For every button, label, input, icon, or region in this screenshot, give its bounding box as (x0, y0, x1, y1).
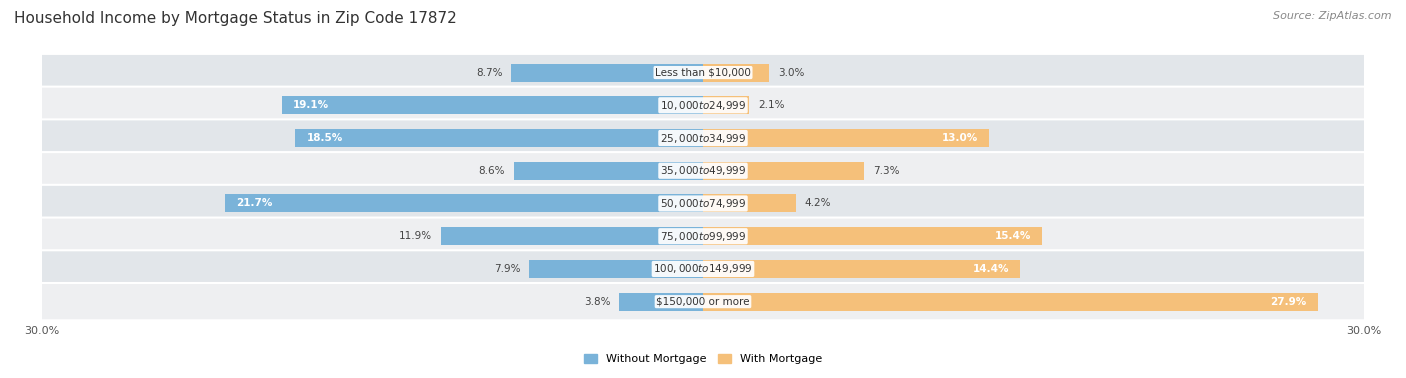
Bar (283, 96, 703, 114)
Bar (703, 293, 1317, 311)
Text: 11.9%: 11.9% (399, 231, 432, 241)
Text: 3.8%: 3.8% (583, 297, 610, 307)
Bar (513, 162, 703, 180)
Text: Less than $10,000: Less than $10,000 (655, 68, 751, 77)
FancyBboxPatch shape (39, 152, 1367, 189)
Bar (703, 162, 863, 180)
Text: 3.0%: 3.0% (778, 68, 804, 77)
Bar (619, 293, 703, 311)
Text: 13.0%: 13.0% (942, 133, 979, 143)
Bar (295, 129, 703, 147)
Bar (703, 227, 1042, 245)
Text: $10,000 to $24,999: $10,000 to $24,999 (659, 99, 747, 112)
Text: $25,000 to $34,999: $25,000 to $34,999 (659, 132, 747, 144)
Bar (703, 194, 796, 212)
Text: 14.4%: 14.4% (973, 264, 1010, 274)
Text: 8.7%: 8.7% (477, 68, 502, 77)
Text: Household Income by Mortgage Status in Zip Code 17872: Household Income by Mortgage Status in Z… (14, 11, 457, 26)
FancyBboxPatch shape (39, 87, 1367, 124)
FancyBboxPatch shape (39, 119, 1367, 156)
Text: 21.7%: 21.7% (236, 198, 273, 209)
Bar (703, 260, 1021, 278)
Text: 18.5%: 18.5% (307, 133, 343, 143)
Bar (529, 260, 703, 278)
Text: $150,000 or more: $150,000 or more (657, 297, 749, 307)
Bar (225, 194, 703, 212)
Text: 27.9%: 27.9% (1270, 297, 1306, 307)
Text: $50,000 to $74,999: $50,000 to $74,999 (659, 197, 747, 210)
Text: 7.3%: 7.3% (873, 166, 898, 176)
Bar (703, 64, 769, 82)
Text: $100,000 to $149,999: $100,000 to $149,999 (654, 262, 752, 276)
Bar (703, 129, 990, 147)
FancyBboxPatch shape (39, 185, 1367, 222)
Bar (441, 227, 703, 245)
Text: 4.2%: 4.2% (804, 198, 831, 209)
FancyBboxPatch shape (39, 218, 1367, 255)
Text: $75,000 to $99,999: $75,000 to $99,999 (659, 230, 747, 243)
FancyBboxPatch shape (39, 250, 1367, 288)
Text: 15.4%: 15.4% (995, 231, 1031, 241)
Text: 19.1%: 19.1% (294, 100, 329, 110)
Legend: Without Mortgage, With Mortgage: Without Mortgage, With Mortgage (583, 353, 823, 364)
Text: 7.9%: 7.9% (494, 264, 520, 274)
Text: Source: ZipAtlas.com: Source: ZipAtlas.com (1274, 11, 1392, 21)
Bar (512, 64, 703, 82)
FancyBboxPatch shape (39, 283, 1367, 320)
Text: 2.1%: 2.1% (758, 100, 785, 110)
Bar (703, 96, 749, 114)
Text: $35,000 to $49,999: $35,000 to $49,999 (659, 164, 747, 177)
Text: 8.6%: 8.6% (478, 166, 505, 176)
FancyBboxPatch shape (39, 54, 1367, 91)
